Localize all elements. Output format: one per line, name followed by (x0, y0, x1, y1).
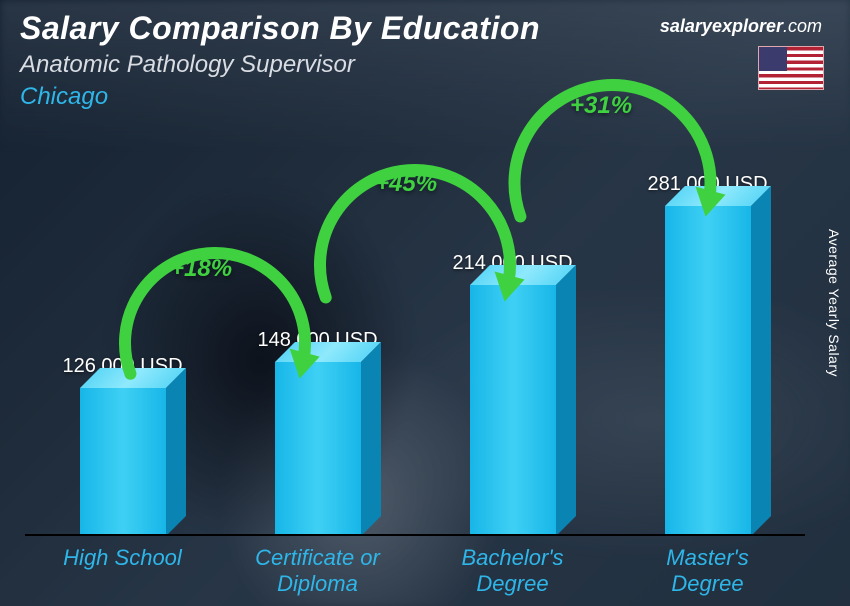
x-axis-label: High School (25, 545, 220, 596)
y-axis-label: Average Yearly Salary (826, 229, 842, 377)
x-axis-labels: High SchoolCertificate orDiplomaBachelor… (25, 545, 805, 596)
increase-arc (500, 58, 725, 188)
brand-suffix: .com (783, 16, 822, 36)
bar-side (166, 368, 186, 536)
bar-3d (80, 388, 166, 536)
brand-logo: salaryexplorer.com (660, 16, 822, 37)
bar-slot: 214,000 USD (415, 252, 610, 536)
bar-front (275, 362, 361, 536)
increase-arc (110, 228, 320, 348)
flag-canton (759, 47, 787, 71)
bar-side (556, 265, 576, 536)
bar-slot: 126,000 USD (25, 355, 220, 536)
brand-name: salaryexplorer (660, 16, 783, 36)
increase-arc (305, 140, 525, 270)
bar-3d (275, 362, 361, 536)
infographic-stage: Salary Comparison By Education Anatomic … (0, 0, 850, 606)
flag-us (758, 46, 824, 90)
bar-3d (665, 206, 751, 536)
x-axis-label: Master'sDegree (610, 545, 805, 596)
bar-side (751, 186, 771, 536)
bar-3d (470, 285, 556, 536)
bar-front (80, 388, 166, 536)
x-axis-label: Certificate orDiploma (220, 545, 415, 596)
bar-side (361, 342, 381, 536)
bar-slot: 281,000 USD (610, 173, 805, 536)
bar-front (665, 206, 751, 536)
bar-front (470, 285, 556, 536)
chart-baseline (25, 534, 805, 536)
bar-slot: 148,000 USD (220, 329, 415, 536)
x-axis-label: Bachelor'sDegree (415, 545, 610, 596)
